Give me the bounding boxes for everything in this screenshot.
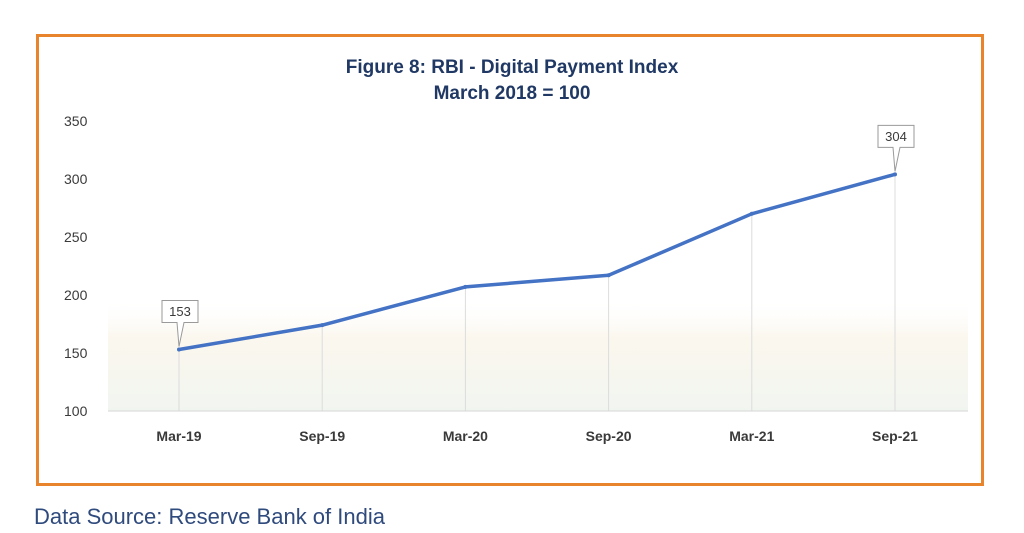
x-tick-label: Sep-21 — [872, 428, 918, 444]
category-drop-lines — [178, 174, 896, 411]
x-tick-label: Mar-19 — [156, 428, 201, 444]
y-tick-label: 150 — [64, 345, 88, 361]
y-tick-label: 200 — [64, 287, 88, 303]
y-tick-label: 100 — [64, 403, 88, 419]
y-axis-tick-labels: 100 150 200 250 300 350 — [64, 113, 88, 419]
data-label: 153 — [169, 304, 191, 319]
y-tick-label: 350 — [64, 113, 88, 129]
data-point — [177, 347, 181, 352]
plot-area-shading — [108, 298, 968, 411]
chart-subtitle: March 2018 = 100 — [434, 83, 591, 104]
x-tick-label: Sep-20 — [586, 428, 632, 444]
data-point — [606, 273, 611, 278]
callout-box — [877, 124, 915, 172]
data-label-callouts: 153 304 — [161, 124, 915, 347]
x-tick-label: Mar-20 — [443, 428, 488, 444]
series-points — [177, 172, 897, 352]
data-point — [893, 172, 897, 177]
callout-box — [161, 300, 199, 347]
data-point — [749, 211, 754, 216]
chart-title: Figure 8: RBI - Digital Payment Index — [346, 57, 679, 78]
data-source-note: Data Source: Reserve Bank of India — [34, 504, 385, 529]
x-tick-label: Mar-21 — [729, 428, 774, 444]
x-axis-tick-labels: Mar-19 Sep-19 Mar-20 Sep-20 Mar-21 Sep-21 — [156, 428, 918, 444]
data-point — [320, 323, 325, 328]
data-label: 304 — [885, 129, 907, 144]
y-tick-label: 250 — [64, 229, 88, 245]
series-line — [177, 172, 897, 352]
x-tick-label: Sep-19 — [299, 428, 345, 444]
data-point — [463, 284, 468, 289]
y-tick-label: 300 — [64, 171, 88, 187]
